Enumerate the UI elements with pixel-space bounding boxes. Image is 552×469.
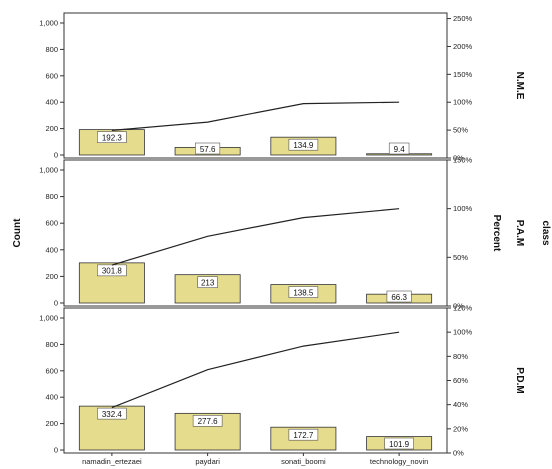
y-axis-title: Count — [12, 218, 23, 248]
y-tick-label: 200 — [45, 419, 58, 428]
data-label: 134.9 — [293, 141, 314, 150]
cumulative-percent-line — [111, 101, 400, 131]
panel-3: 0 200 400 600 800 1,000 0% 20% 40% 60% 80% 100% 120%… — [39, 304, 525, 458]
y2-tick-label: 100% — [453, 98, 473, 107]
y-tick-label: 600 — [45, 366, 58, 375]
y2-tick-label: 40% — [453, 400, 468, 409]
y2-tick-label: 0% — [453, 154, 464, 163]
y-tick-label: 800 — [45, 340, 58, 349]
facet-label: P.D.M — [514, 367, 525, 394]
y-tick-label: 1,000 — [39, 19, 58, 28]
y-tick-label: 0 — [54, 151, 58, 160]
category-axis-labels: namadin_ertezaei paydari sonati_boomi techn… — [82, 453, 428, 466]
data-label: 138.5 — [293, 288, 314, 297]
data-label: 57.6 — [200, 145, 216, 154]
y-tick-label: 200 — [45, 272, 58, 281]
y-tick-label: 1,000 — [39, 166, 58, 175]
facet-variable-title: class — [540, 220, 551, 245]
data-label-box — [195, 142, 221, 155]
y2-tick-label: 150% — [453, 70, 473, 79]
facet-label: N.M.E — [514, 72, 525, 100]
data-label-box — [97, 407, 127, 420]
y-tick-label: 600 — [45, 71, 58, 80]
facet-label: P.A.M — [514, 220, 525, 247]
data-label-box — [288, 286, 319, 298]
y2-tick-label: 200% — [453, 42, 473, 51]
x-tick-label: technology_novin — [370, 457, 428, 466]
data-label: 9.4 — [394, 145, 406, 154]
y-tick-label: 400 — [45, 245, 58, 254]
y-tick-label: 0 — [54, 446, 58, 455]
data-label: 101.9 — [389, 440, 410, 449]
y-tick-label: 800 — [45, 45, 58, 54]
cumulative-percent-line — [111, 208, 400, 266]
data-label-box — [388, 142, 410, 155]
panel-frame — [63, 12, 448, 159]
data-label: 192.3 — [102, 133, 123, 142]
panel-frame — [63, 159, 448, 307]
panel-1: 0 200 400 600 800 1,000 0% 50% 100% 150% 200% 250% 1… — [39, 12, 525, 163]
x-tick-label: namadin_ertezaei — [82, 457, 142, 466]
data-label: 172.7 — [293, 431, 314, 440]
y2-tick-label: 20% — [453, 424, 468, 433]
data-label-box — [288, 428, 319, 441]
data-label: 301.8 — [102, 267, 123, 276]
y2-tick-label: 250% — [453, 14, 473, 23]
y2-axis-title: Percent — [491, 215, 502, 252]
y-tick-label: 1,000 — [39, 314, 58, 323]
data-label: 66.3 — [391, 293, 407, 302]
y2-tick-label: 60% — [453, 376, 468, 385]
data-label-box — [192, 415, 223, 427]
y2-tick-label: 100% — [453, 328, 473, 337]
y2-tick-label: 100% — [453, 204, 473, 213]
y-tick-label: 200 — [45, 124, 58, 133]
data-label-box — [288, 138, 319, 151]
y-tick-label: 600 — [45, 219, 58, 228]
panel-2: 0 200 400 600 800 1,000 0% 50% 100% 150% 301.8 213 1… — [39, 156, 525, 311]
data-label: 213 — [201, 278, 215, 287]
data-label-box — [197, 276, 218, 288]
y2-tick-label: 0% — [453, 302, 464, 311]
y2-tick-label: 80% — [453, 352, 468, 361]
y2-tick-label: 120% — [453, 304, 473, 313]
y2-tick-label: 0% — [453, 449, 464, 458]
data-label: 277.6 — [198, 417, 219, 426]
y2-tick-label: 50% — [453, 253, 468, 262]
y-tick-label: 400 — [45, 98, 58, 107]
data-label-box — [384, 437, 414, 450]
data-label-box — [97, 131, 127, 143]
x-tick-label: sonati_boomi — [281, 457, 326, 466]
x-tick-label: paydari — [195, 457, 220, 466]
y2-tick-label: 150% — [453, 156, 473, 165]
y-tick-label: 0 — [54, 299, 58, 308]
y-tick-label: 400 — [45, 393, 58, 402]
y2-tick-label: 50% — [453, 126, 468, 135]
y-tick-label: 800 — [45, 192, 58, 201]
data-label-box — [386, 290, 412, 303]
data-label: 332.4 — [102, 410, 123, 419]
panels-group: 0 200 400 600 800 1,000 0% 50% 100% 150% 200% 250% 1… — [39, 12, 525, 458]
cumulative-percent-line — [111, 331, 400, 409]
